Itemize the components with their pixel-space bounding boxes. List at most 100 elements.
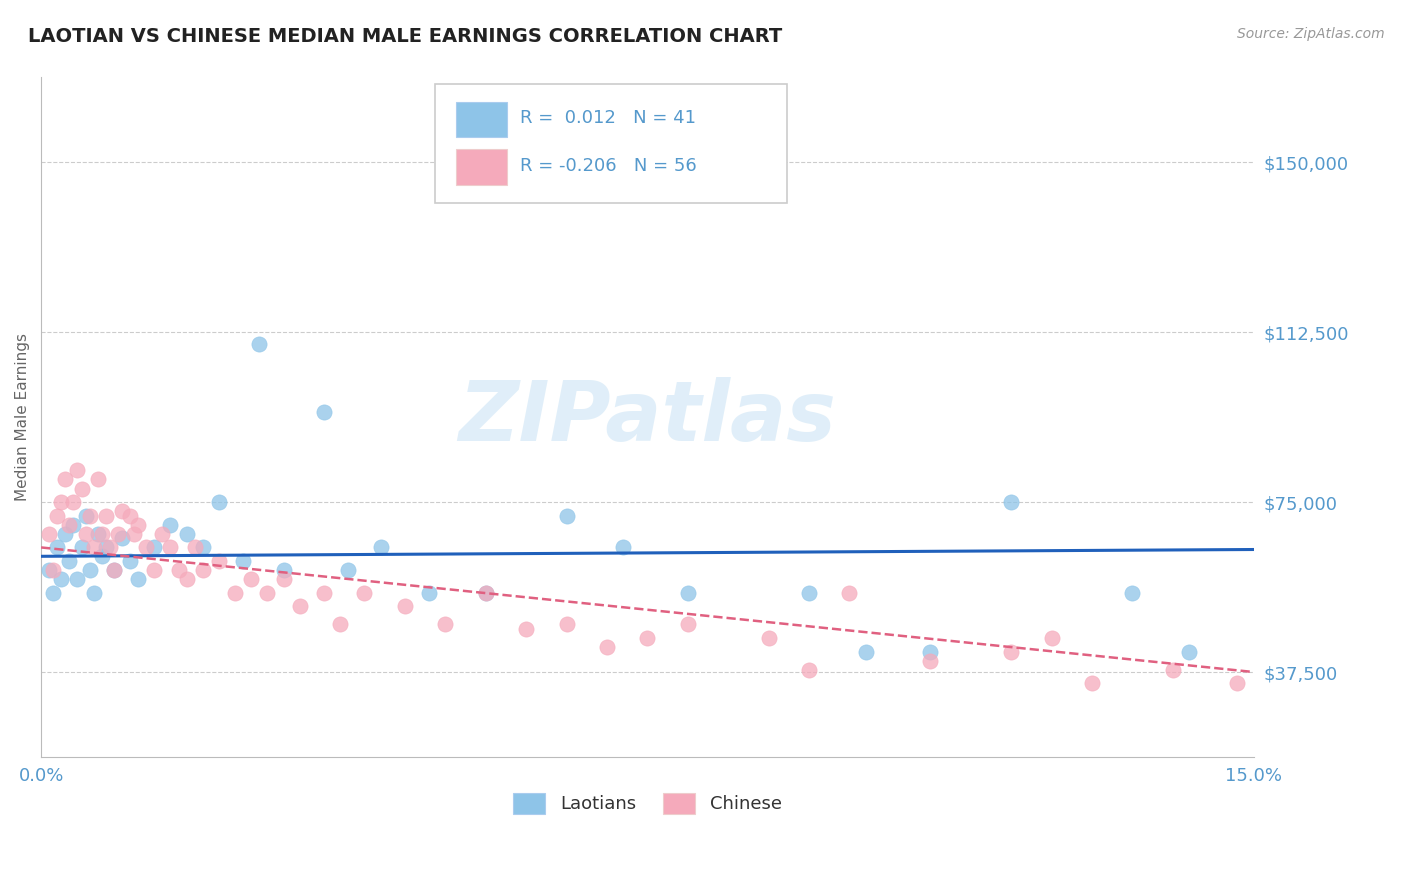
Point — [1000, 645, 1022, 659]
Point — [183, 541, 205, 555]
Point — [143, 563, 166, 577]
Point — [1040, 631, 1063, 645]
Point — [920, 654, 942, 668]
Point — [86, 526, 108, 541]
Point — [53, 473, 76, 487]
Point — [38, 563, 60, 577]
Point — [51, 495, 73, 509]
Legend: Laotians, Chinese: Laotians, Chinese — [503, 784, 792, 822]
Point — [58, 517, 80, 532]
Point — [111, 504, 134, 518]
Point — [58, 554, 80, 568]
Point — [232, 554, 254, 568]
Point — [920, 645, 942, 659]
Point — [90, 526, 112, 541]
Point — [159, 517, 181, 532]
Point — [1178, 645, 1201, 659]
Point — [838, 586, 860, 600]
Point — [118, 508, 141, 523]
Point — [288, 599, 311, 614]
Point — [75, 526, 97, 541]
Point — [208, 554, 231, 568]
Point — [42, 563, 65, 577]
Point — [370, 541, 392, 555]
Text: ZIPatlas: ZIPatlas — [458, 376, 837, 458]
Point — [855, 645, 877, 659]
Point — [159, 541, 181, 555]
Point — [66, 463, 89, 477]
Point — [122, 526, 145, 541]
Point — [103, 563, 125, 577]
Point — [353, 586, 375, 600]
Point — [676, 617, 699, 632]
Point — [555, 508, 578, 523]
Point — [612, 541, 634, 555]
Point — [135, 541, 157, 555]
FancyBboxPatch shape — [456, 102, 506, 137]
Point — [474, 586, 496, 600]
Point — [98, 541, 121, 555]
Y-axis label: Median Male Earnings: Median Male Earnings — [15, 334, 30, 501]
Text: LAOTIAN VS CHINESE MEDIAN MALE EARNINGS CORRELATION CHART: LAOTIAN VS CHINESE MEDIAN MALE EARNINGS … — [28, 27, 782, 45]
Point — [70, 482, 93, 496]
Point — [273, 572, 295, 586]
Point — [176, 572, 198, 586]
Point — [90, 549, 112, 564]
Point — [555, 617, 578, 632]
Point — [42, 586, 65, 600]
Point — [86, 473, 108, 487]
Point — [797, 586, 820, 600]
Point — [1081, 676, 1104, 690]
Point — [1226, 676, 1249, 690]
Point — [256, 586, 278, 600]
Point — [150, 526, 173, 541]
Point — [51, 572, 73, 586]
Point — [75, 508, 97, 523]
Point — [474, 586, 496, 600]
Point — [83, 541, 105, 555]
Point — [38, 526, 60, 541]
FancyBboxPatch shape — [456, 150, 506, 185]
Point — [143, 541, 166, 555]
Point — [111, 532, 134, 546]
Point — [312, 404, 335, 418]
Point — [118, 554, 141, 568]
Point — [191, 563, 214, 577]
Point — [79, 563, 101, 577]
Point — [394, 599, 416, 614]
Point — [224, 586, 246, 600]
Point — [66, 572, 89, 586]
Point — [337, 563, 360, 577]
Point — [418, 586, 440, 600]
Point — [329, 617, 352, 632]
Point — [46, 541, 69, 555]
Point — [191, 541, 214, 555]
Point — [1161, 663, 1184, 677]
Point — [312, 586, 335, 600]
Point — [1121, 586, 1143, 600]
Point — [107, 526, 129, 541]
Point — [636, 631, 658, 645]
Point — [434, 617, 457, 632]
Point — [596, 640, 619, 654]
Point — [797, 663, 820, 677]
Point — [94, 508, 117, 523]
Point — [46, 508, 69, 523]
Text: R = -0.206   N = 56: R = -0.206 N = 56 — [520, 157, 697, 175]
Point — [53, 526, 76, 541]
Point — [94, 541, 117, 555]
Point — [70, 541, 93, 555]
Point — [515, 622, 537, 636]
Point — [83, 586, 105, 600]
Point — [247, 336, 270, 351]
FancyBboxPatch shape — [436, 84, 787, 203]
Point — [208, 495, 231, 509]
Point — [62, 517, 84, 532]
Point — [62, 495, 84, 509]
Point — [127, 572, 149, 586]
Point — [176, 526, 198, 541]
Point — [240, 572, 263, 586]
Point — [167, 563, 190, 577]
Point — [103, 563, 125, 577]
Point — [273, 563, 295, 577]
